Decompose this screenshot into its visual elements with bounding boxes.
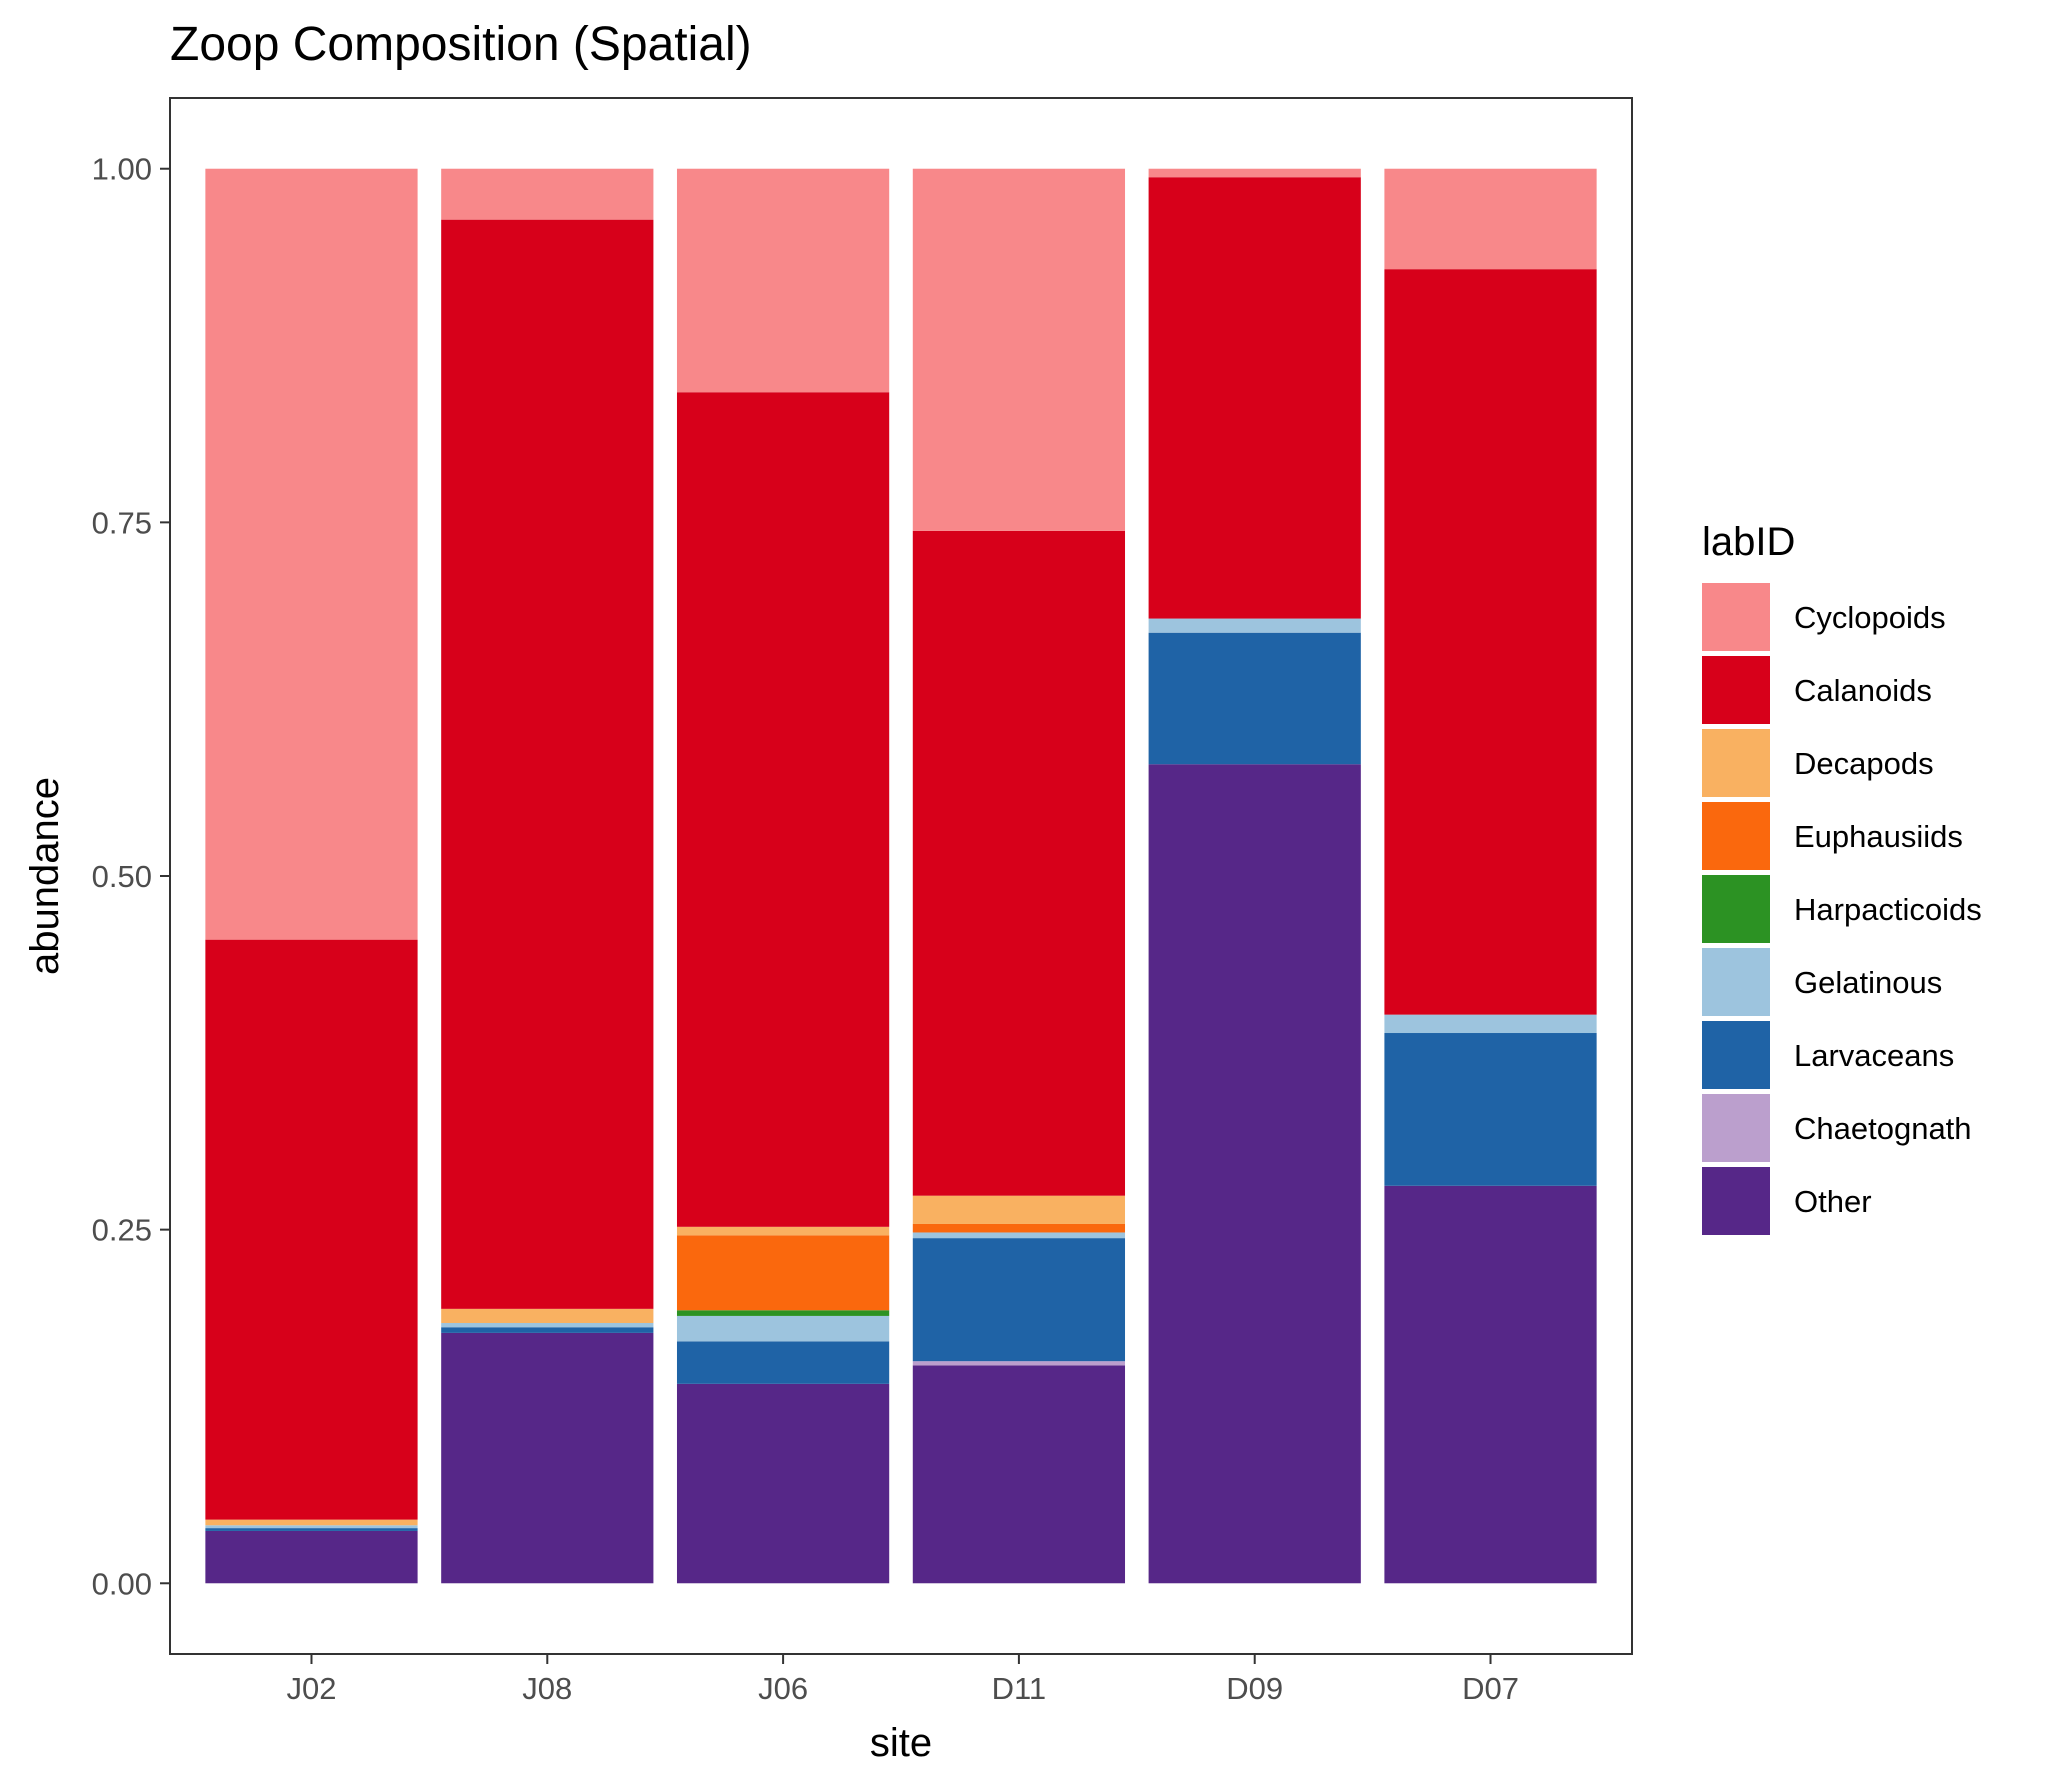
- legend-items: Cyclopoids Calanoids Decapods Euphausiids Ha…: [1702, 583, 1982, 1235]
- x-tick-label: D09: [1226, 1671, 1283, 1706]
- y-tick-label: 0.25: [92, 1213, 152, 1248]
- legend-label: Chaetognath: [1794, 1111, 1972, 1146]
- legend-label: Harpacticoids: [1794, 892, 1982, 927]
- bar-segment-j06-euphausiids: [676, 1235, 890, 1311]
- bar-segment-j06-larvaceans: [676, 1341, 890, 1384]
- bar-segment-d09-cyclopoids: [1148, 168, 1361, 178]
- bar-segment-j06-calanoids: [676, 392, 890, 1227]
- x-tick-label: J06: [758, 1671, 808, 1706]
- bar-segment-d09-other: [1148, 764, 1361, 1584]
- y-axis: 0.00 0.25 0.50 0.75 1.00: [92, 152, 170, 1601]
- bar-segment-d11-larvaceans: [912, 1238, 1126, 1362]
- legend-label: Calanoids: [1794, 673, 1932, 708]
- bar-segment-j08-larvaceans: [441, 1327, 654, 1333]
- bar-segment-j06-harpacticoids: [676, 1310, 890, 1316]
- bar-segment-j02-cyclopoids: [205, 168, 418, 940]
- bar-segment-j06-other: [676, 1383, 890, 1584]
- legend-label: Larvaceans: [1794, 1038, 1954, 1073]
- legend-title: labID: [1702, 520, 1795, 564]
- bar-segment-d11-euphausiids: [912, 1223, 1126, 1233]
- x-tick-label: J08: [522, 1671, 572, 1706]
- bar-segment-j02-calanoids: [205, 939, 418, 1520]
- y-axis-title: abundance: [23, 777, 67, 975]
- legend-key-cyclopoids: [1702, 583, 1770, 651]
- bar-segment-j08-calanoids: [441, 219, 654, 1309]
- legend-key-decapods: [1702, 729, 1770, 797]
- x-tick-label: J02: [286, 1671, 336, 1706]
- bar-segment-d11-gelatinous: [912, 1232, 1126, 1239]
- bar-segment-j06-cyclopoids: [676, 168, 890, 393]
- chart-title: Zoop Composition (Spatial): [170, 18, 752, 71]
- legend-label: Decapods: [1794, 746, 1934, 781]
- bar-segment-d07-other: [1384, 1185, 1597, 1584]
- bar-segment-j08-decapods: [441, 1308, 654, 1323]
- legend: labID Cyclopoids Calanoids Decapods Euphaus…: [1702, 520, 1982, 1235]
- bar-segment-d07-gelatinous: [1384, 1014, 1597, 1034]
- bar-segment-d07-cyclopoids: [1384, 168, 1597, 270]
- bars-layer: [205, 168, 1597, 1584]
- bar-segment-j06-gelatinous: [676, 1315, 890, 1342]
- legend-label: Euphausiids: [1794, 819, 1963, 854]
- bar-segment-j08-other: [441, 1332, 654, 1584]
- bar-segment-d09-gelatinous: [1148, 618, 1361, 633]
- legend-key-calanoids: [1702, 656, 1770, 724]
- bar-segment-j02-gelatinous: [205, 1525, 418, 1529]
- bar-segment-d11-chaetognath: [912, 1361, 1126, 1366]
- bar-segment-j02-other: [205, 1530, 418, 1584]
- bar-segment-j02-larvaceans: [205, 1528, 418, 1531]
- legend-label: Other: [1794, 1184, 1872, 1219]
- bar-segment-j08-cyclopoids: [441, 168, 654, 220]
- bar-segment-d07-calanoids: [1384, 269, 1597, 1015]
- bar-segment-d09-calanoids: [1148, 177, 1361, 619]
- x-axis: J02 J08 J06 D11 D09 D07: [286, 1654, 1519, 1706]
- legend-key-gelatinous: [1702, 948, 1770, 1016]
- legend-key-harpacticoids: [1702, 875, 1770, 943]
- x-axis-title: site: [870, 1721, 932, 1765]
- y-tick-label: 0.00: [92, 1566, 152, 1601]
- x-tick-label: D11: [992, 1671, 1047, 1706]
- y-tick-label: 0.50: [92, 859, 152, 894]
- legend-label: Gelatinous: [1794, 965, 1942, 1000]
- legend-key-larvaceans: [1702, 1021, 1770, 1089]
- bar-segment-d11-cyclopoids: [912, 168, 1126, 531]
- legend-label: Cyclopoids: [1794, 600, 1946, 635]
- bar-segment-d11-other: [912, 1365, 1126, 1584]
- bar-segment-d11-decapods: [912, 1195, 1126, 1224]
- bar-segment-j06-decapods: [676, 1226, 890, 1236]
- bar-segment-d11-calanoids: [912, 530, 1126, 1196]
- bar-segment-j02-decapods: [205, 1519, 418, 1526]
- bar-segment-d09-larvaceans: [1148, 632, 1361, 765]
- legend-key-chaetognath: [1702, 1094, 1770, 1162]
- y-tick-label: 1.00: [92, 152, 152, 187]
- y-tick-label: 0.75: [92, 505, 152, 540]
- bar-segment-d07-larvaceans: [1384, 1033, 1597, 1186]
- legend-key-euphausiids: [1702, 802, 1770, 870]
- legend-key-other: [1702, 1167, 1770, 1235]
- bar-segment-j08-gelatinous: [441, 1323, 654, 1328]
- x-tick-label: D07: [1462, 1671, 1519, 1706]
